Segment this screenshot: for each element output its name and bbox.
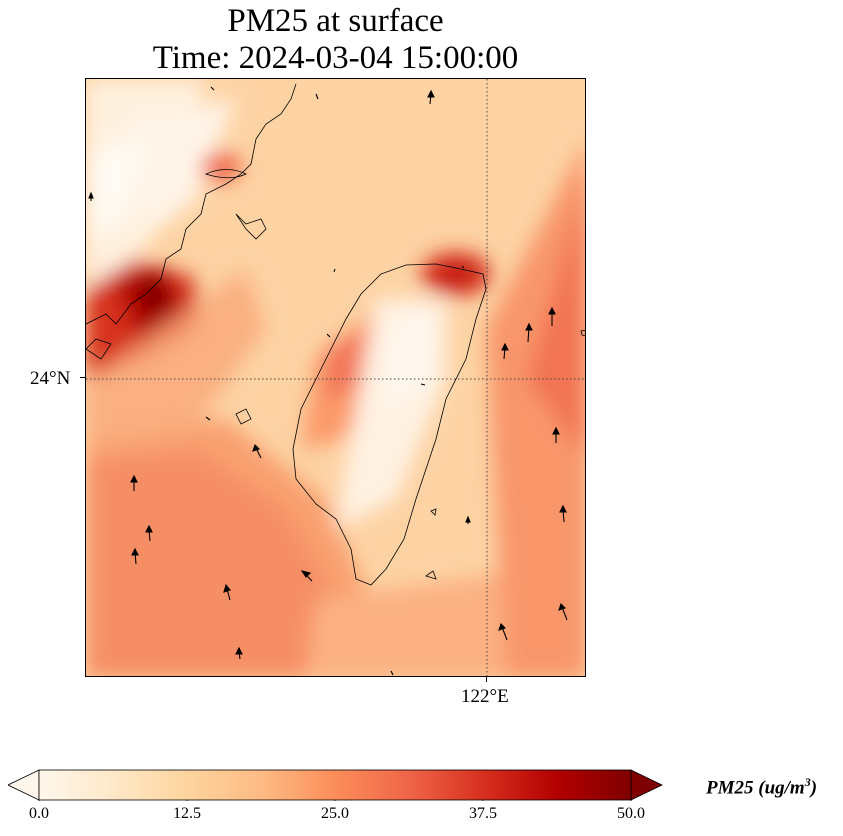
lat-tick <box>80 377 85 378</box>
colorbar-variable: PM25 <box>706 777 754 799</box>
pm25-concentration-patches <box>86 79 585 676</box>
wind-vectors <box>88 86 568 676</box>
lon-tick-label: 122°E <box>461 686 509 707</box>
lon-tick <box>486 677 487 682</box>
colorbar-title: PM25 (ug/m3) <box>706 775 817 799</box>
coastline <box>86 83 585 586</box>
colorbar-tick-label: 50.0 <box>617 805 645 822</box>
map-title: PM25 at surface <box>227 3 444 39</box>
colorbar-unit: (ug/m <box>758 777 805 799</box>
colorbar-gradient <box>38 769 632 801</box>
pm25-map <box>85 78 586 677</box>
pm25-field <box>86 79 585 676</box>
colorbar-tick-label: 37.5 <box>469 805 497 822</box>
colorbar <box>8 769 663 801</box>
colorbar-unit-close: ) <box>810 777 818 799</box>
gridlines <box>86 79 585 676</box>
colorbar-extend-min <box>8 769 40 801</box>
colorbar-tick-label: 25.0 <box>321 805 349 822</box>
colorbar-tick-label: 12.5 <box>173 805 201 822</box>
colorbar-tick-label: 0.0 <box>29 805 49 822</box>
map-time: Time: 2024-03-04 15:00:00 <box>152 40 519 76</box>
colorbar-unit-exponent: 3 <box>804 775 811 789</box>
colorbar-extend-max <box>630 769 663 801</box>
lat-tick-label: 24°N <box>30 368 71 389</box>
